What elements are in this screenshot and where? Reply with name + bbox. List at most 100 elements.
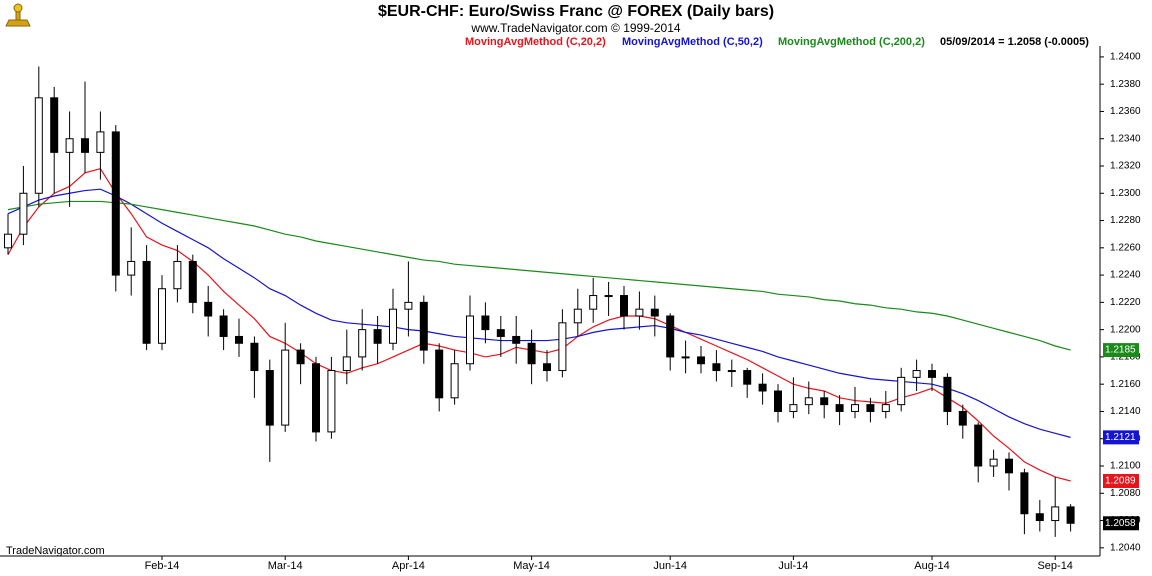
y-tick-label: 1.2360 bbox=[1110, 106, 1141, 117]
candle-body bbox=[604, 295, 613, 298]
candle-body bbox=[758, 383, 767, 392]
x-tick-label: Apr-14 bbox=[392, 560, 425, 572]
candle-body bbox=[1051, 506, 1060, 522]
y-tick-label: 1.2380 bbox=[1110, 79, 1141, 90]
y-tick-label: 1.2320 bbox=[1110, 161, 1141, 172]
candle-body bbox=[774, 390, 782, 412]
candle-body bbox=[943, 376, 952, 412]
candle-body bbox=[158, 288, 166, 344]
y-tick-label: 1.2400 bbox=[1110, 52, 1141, 63]
subtitle: www.TradeNavigator.com © 1999-2014 bbox=[470, 21, 680, 35]
candle-body bbox=[111, 131, 120, 276]
candle-body bbox=[327, 370, 336, 433]
x-tick-label: May-14 bbox=[513, 560, 550, 572]
y-tick-label: 1.2300 bbox=[1110, 188, 1141, 199]
candle-body bbox=[712, 363, 721, 372]
x-tick-label: Feb-14 bbox=[145, 560, 180, 572]
chart-title: $EUR-CHF: Euro/Swiss Franc @ FOREX (Dail… bbox=[378, 3, 774, 20]
value-tag-label: 1.2058 bbox=[1105, 518, 1136, 529]
candle-body bbox=[419, 301, 428, 351]
candle-body bbox=[81, 138, 89, 153]
y-tick-label: 1.2140 bbox=[1110, 406, 1141, 417]
candle-body bbox=[373, 329, 382, 344]
y-tick-label: 1.2340 bbox=[1110, 133, 1141, 144]
candle-body bbox=[1020, 472, 1029, 515]
candle-body bbox=[804, 397, 813, 406]
footer: TradeNavigator.com bbox=[6, 545, 105, 557]
candle-body bbox=[681, 356, 690, 359]
value-tag-label: 1.2121 bbox=[1105, 432, 1136, 443]
candle-body bbox=[974, 424, 983, 467]
x-tick-label: Jun-14 bbox=[653, 560, 687, 572]
candle-body bbox=[558, 322, 567, 372]
candle-body bbox=[543, 363, 551, 372]
candle-body bbox=[435, 349, 444, 399]
candle-body bbox=[466, 315, 474, 365]
candle-body bbox=[235, 335, 243, 344]
candle-body bbox=[650, 308, 659, 317]
legend-entry: MovingAvgMethod (C,200,2) bbox=[778, 36, 925, 48]
x-tick-label: Jul-14 bbox=[778, 560, 808, 572]
y-tick-label: 1.2200 bbox=[1110, 324, 1141, 335]
candle-body bbox=[142, 260, 151, 344]
value-tag bbox=[1103, 343, 1139, 358]
x-tick-label: Sep-14 bbox=[1037, 560, 1072, 572]
candle-body bbox=[296, 349, 305, 365]
candle-body bbox=[188, 260, 197, 303]
candle-body bbox=[389, 308, 397, 344]
value-tag bbox=[1103, 474, 1139, 488]
candle-body bbox=[697, 356, 705, 365]
candle-body bbox=[96, 131, 105, 153]
candle-body bbox=[19, 192, 28, 235]
candle-body bbox=[50, 97, 59, 153]
candle-body bbox=[835, 404, 844, 412]
y-tick-label: 1.2260 bbox=[1110, 242, 1141, 253]
x-tick-label: Mar-14 bbox=[268, 560, 303, 572]
candle-body bbox=[851, 404, 859, 412]
info-label: 05/09/2014 = 1.2058 (-0.0005) bbox=[940, 36, 1089, 48]
candle-body bbox=[481, 315, 490, 331]
value-tag bbox=[1103, 516, 1139, 531]
candle-body bbox=[620, 295, 628, 317]
candle-body bbox=[789, 404, 798, 412]
candle-body bbox=[928, 370, 936, 378]
moving-average-line bbox=[7, 168, 1071, 482]
candle-body bbox=[358, 329, 367, 358]
y-tick-label: 1.2220 bbox=[1110, 297, 1141, 308]
candle-body bbox=[989, 458, 998, 467]
candle-body bbox=[589, 295, 598, 310]
candle-body bbox=[666, 315, 675, 358]
candle-body bbox=[635, 308, 644, 317]
candle-body bbox=[727, 370, 736, 373]
candle-body bbox=[1035, 513, 1044, 522]
y-tick-label: 1.2100 bbox=[1110, 461, 1141, 472]
candle-body bbox=[1066, 506, 1075, 524]
candle-body bbox=[1005, 458, 1013, 474]
candle-body bbox=[65, 138, 74, 153]
candle-body bbox=[820, 397, 829, 406]
logo bbox=[5, 3, 31, 27]
y-tick-label: 1.2080 bbox=[1110, 488, 1141, 499]
value-tag bbox=[1103, 430, 1139, 445]
candle-body bbox=[573, 308, 582, 324]
candle-body bbox=[404, 301, 413, 310]
legend-entry: MovingAvgMethod (C,50,2) bbox=[622, 36, 763, 48]
candle-body bbox=[743, 370, 752, 385]
candle-body bbox=[4, 233, 12, 249]
candle-body bbox=[496, 329, 505, 337]
y-tick-label: 1.2160 bbox=[1110, 379, 1141, 390]
legend-entry: MovingAvgMethod (C,20,2) bbox=[465, 36, 606, 48]
candle-body bbox=[512, 335, 521, 344]
value-tag-label: 1.2185 bbox=[1105, 345, 1136, 356]
y-tick-label: 1.2040 bbox=[1110, 542, 1141, 553]
y-tick-label: 1.2240 bbox=[1110, 270, 1141, 281]
candle-body bbox=[127, 260, 136, 276]
candle-body bbox=[34, 97, 43, 194]
candle-body bbox=[219, 315, 228, 337]
candle-body bbox=[866, 404, 875, 412]
candle-body bbox=[897, 376, 906, 406]
candle-body bbox=[265, 370, 274, 426]
x-tick-label: Aug-14 bbox=[914, 560, 949, 572]
candle-body bbox=[450, 363, 459, 399]
